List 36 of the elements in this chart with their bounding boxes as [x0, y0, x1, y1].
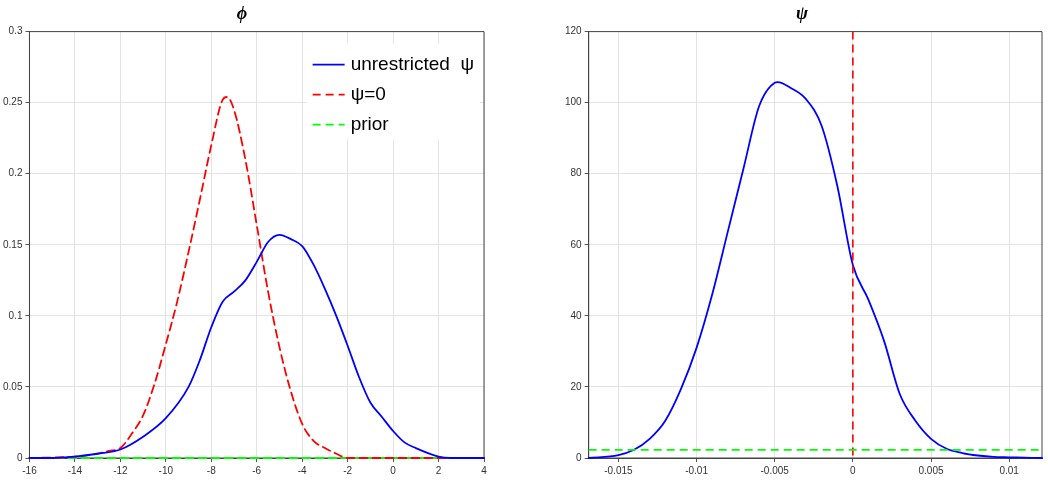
legend-label: unrestricted ψ	[350, 52, 474, 74]
x-tick-label: -6	[252, 464, 262, 476]
x-tick-label: 0.005	[918, 464, 944, 476]
y-tick-label: 80	[570, 167, 583, 179]
chart-title: ϕ	[236, 3, 248, 24]
x-tick-label: -4	[297, 464, 308, 476]
y-tick-label: 40	[570, 309, 583, 321]
x-tick-label: 2	[435, 464, 442, 476]
y-tick-label: 0	[16, 451, 23, 463]
x-tick-label: 0	[390, 464, 397, 476]
x-tick-label: -0.015	[604, 464, 633, 476]
x-tick-label: -10	[158, 464, 174, 476]
y-tick-label: 0.3	[8, 25, 23, 37]
y-tick-label: 0.2	[8, 167, 23, 179]
y-tick-label: 0.1	[8, 309, 23, 321]
x-tick-label: -12	[113, 464, 129, 476]
x-tick-label: -8	[206, 464, 217, 476]
y-tick-label: 0.25	[2, 96, 23, 108]
x-tick-label: 4	[481, 464, 488, 476]
y-tick-label: 60	[570, 238, 583, 250]
y-tick-label: 0.15	[2, 238, 23, 250]
x-tick-label: 0	[850, 464, 857, 476]
x-tick-label: -0.005	[760, 464, 790, 476]
y-tick-label: 20	[570, 380, 583, 392]
x-tick-label: -2	[343, 464, 353, 476]
y-tick-label: 0	[576, 451, 583, 463]
chart-title: ψ	[795, 3, 809, 24]
legend-label: prior	[350, 112, 390, 134]
y-tick-label: 100	[565, 96, 583, 108]
x-tick-label: -0.01	[685, 464, 709, 476]
legend-label: ψ=0	[350, 82, 386, 104]
y-tick-label: 0.05	[2, 380, 23, 392]
x-tick-label: -14	[67, 464, 83, 476]
x-tick-label: 0.01	[999, 464, 1020, 476]
x-tick-label: -16	[22, 464, 38, 476]
y-tick-label: 120	[565, 25, 583, 37]
